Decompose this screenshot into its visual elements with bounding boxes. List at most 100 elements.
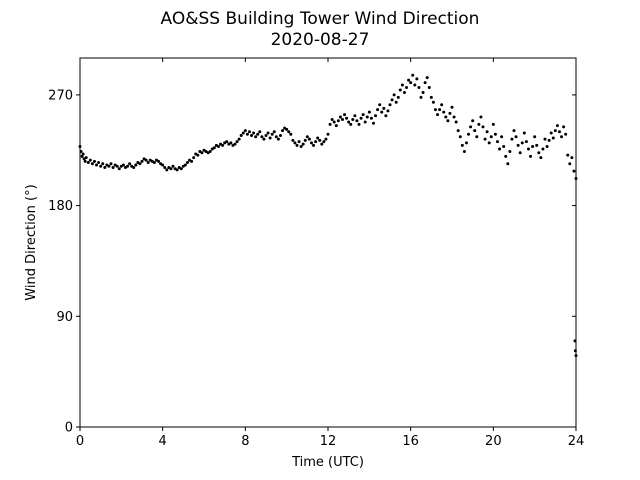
- data-point: [425, 76, 429, 80]
- data-point: [287, 130, 291, 134]
- y-tick-label: 90: [56, 310, 73, 325]
- data-point: [128, 162, 132, 166]
- data-point: [529, 154, 533, 158]
- data-point: [485, 130, 489, 134]
- data-point: [464, 141, 468, 145]
- data-point: [363, 120, 367, 124]
- data-point: [322, 140, 326, 144]
- data-point: [192, 156, 196, 160]
- data-point: [473, 129, 477, 133]
- data-point: [229, 141, 233, 145]
- data-point: [427, 86, 431, 90]
- data-point: [514, 135, 518, 139]
- data-point: [316, 136, 320, 140]
- data-point: [268, 136, 272, 140]
- data-point: [291, 138, 295, 142]
- x-tick-label: 16: [402, 434, 419, 449]
- chart-title: AO&SS Building Tower Wind Direction: [161, 9, 480, 29]
- data-point: [545, 145, 549, 149]
- data-point: [233, 142, 237, 146]
- data-point: [452, 115, 456, 119]
- data-point: [200, 151, 204, 155]
- data-point: [392, 93, 396, 97]
- data-point: [140, 159, 144, 163]
- data-point: [303, 138, 307, 142]
- data-point: [562, 125, 566, 129]
- data-point: [462, 149, 466, 153]
- data-point: [345, 116, 349, 120]
- data-point: [334, 124, 338, 128]
- data-point: [471, 119, 475, 123]
- data-point: [541, 147, 545, 151]
- data-point: [221, 143, 225, 147]
- data-point: [132, 165, 136, 169]
- data-point: [533, 135, 537, 139]
- data-point: [301, 142, 305, 146]
- data-point: [169, 167, 173, 171]
- data-point: [433, 108, 437, 112]
- data-point: [318, 138, 322, 142]
- data-point: [90, 162, 94, 166]
- data-point: [247, 130, 251, 134]
- data-point: [549, 131, 553, 135]
- data-point: [355, 119, 359, 123]
- data-point: [357, 122, 361, 126]
- data-point: [276, 137, 280, 141]
- data-point: [103, 165, 107, 169]
- data-point: [537, 151, 541, 155]
- data-point: [95, 163, 99, 167]
- data-point: [109, 162, 113, 166]
- data-point: [374, 114, 378, 118]
- data-point: [146, 161, 150, 165]
- data-point: [264, 133, 268, 137]
- data-point: [83, 159, 87, 163]
- data-point: [196, 153, 200, 157]
- data-point: [388, 103, 392, 107]
- data-point: [409, 81, 413, 85]
- y-tick-label: 270: [48, 88, 73, 103]
- y-axis-label: Wind Direction (°): [24, 184, 39, 300]
- data-point: [539, 156, 543, 160]
- data-point: [307, 137, 311, 141]
- data-point: [250, 133, 254, 137]
- data-point: [502, 145, 506, 149]
- data-point: [212, 146, 216, 150]
- data-point: [225, 140, 229, 144]
- data-point: [107, 164, 111, 168]
- data-point: [171, 164, 175, 168]
- data-point: [535, 143, 539, 147]
- data-point: [80, 154, 84, 158]
- y-tick-label: 180: [48, 199, 73, 214]
- data-point: [429, 95, 433, 99]
- chart-subtitle: 2020-08-27: [271, 30, 370, 50]
- data-point: [256, 132, 260, 136]
- data-point: [547, 138, 551, 142]
- data-point: [483, 137, 487, 141]
- data-point: [467, 132, 471, 136]
- data-point: [208, 149, 212, 153]
- data-point: [390, 98, 394, 102]
- data-point: [243, 129, 247, 133]
- data-point: [398, 88, 402, 92]
- data-point: [86, 161, 90, 165]
- data-point: [262, 137, 266, 141]
- data-point: [458, 135, 462, 139]
- data-point: [481, 125, 485, 129]
- data-point: [126, 164, 130, 168]
- data-point: [487, 141, 491, 145]
- data-point: [477, 122, 481, 126]
- data-point: [456, 129, 460, 133]
- data-point: [281, 129, 285, 133]
- data-point: [454, 120, 458, 124]
- data-point: [349, 122, 353, 126]
- data-point: [489, 135, 493, 139]
- data-point: [407, 78, 411, 82]
- data-point: [152, 161, 156, 165]
- data-point: [382, 106, 386, 110]
- data-point: [274, 135, 278, 139]
- x-tick-label: 0: [76, 434, 84, 449]
- data-point: [493, 132, 497, 136]
- data-point: [185, 161, 189, 165]
- data-point: [245, 132, 249, 136]
- data-point: [564, 132, 568, 136]
